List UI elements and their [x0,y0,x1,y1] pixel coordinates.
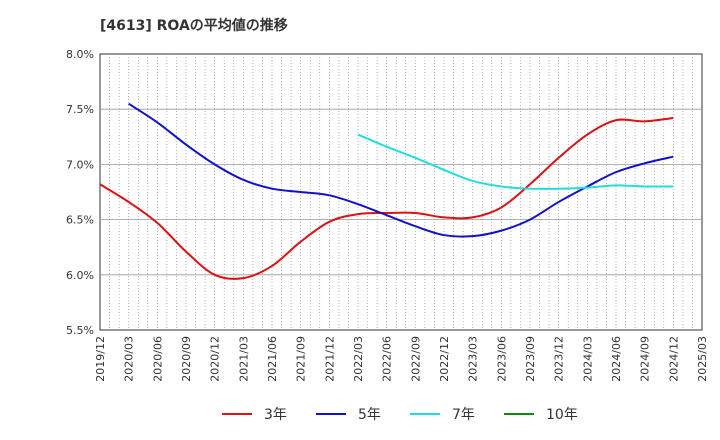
x-tick-label: 2021/03 [237,336,250,382]
y-tick-label: 6.5% [66,214,94,227]
x-tick-label: 2022/12 [438,336,451,382]
legend-label-3: 10年 [546,407,578,423]
y-tick-label: 7.5% [66,103,94,116]
x-tick-label: 2021/06 [266,336,279,382]
x-tick-label: 2025/03 [696,336,709,382]
y-tick-label: 8.0% [66,48,94,61]
legend-label-2: 7年 [452,407,475,423]
x-tick-label: 2023/03 [467,336,480,382]
x-tick-label: 2023/06 [495,336,508,382]
legend: 3年 5年 7年 10年 [222,407,578,423]
y-axis-ticks: 5.5% 6.0% 6.5% 7.0% 7.5% 8.0% [66,48,94,337]
x-tick-label: 2020/06 [151,336,164,382]
x-tick-label: 2024/03 [581,336,594,382]
x-tick-label: 2024/09 [639,336,652,382]
y-tick-label: 5.5% [66,324,94,337]
x-tick-label: 2023/12 [553,336,566,382]
series-line-2 [357,133,674,190]
x-tick-label: 2020/03 [123,336,136,382]
plot-area [99,53,703,331]
x-tick-label: 2022/09 [409,336,422,382]
x-axis-ticks: 2019/12 2020/03 2020/06 2020/09 2020/12 2021/… [94,336,709,382]
y-tick-label: 7.0% [66,158,94,171]
x-tick-label: 2021/09 [295,336,308,382]
series-line-0 [99,117,674,280]
x-tick-label: 2020/09 [180,336,193,382]
legend-label-1: 5年 [358,407,381,423]
x-tick-label: 2020/12 [209,336,222,382]
x-tick-label: 2024/12 [667,336,680,382]
x-tick-label: 2021/12 [323,336,336,382]
x-tick-label: 2024/06 [610,336,623,382]
x-tick-label: 2022/03 [352,336,365,382]
x-tick-label: 2019/12 [94,336,107,382]
chart-title: [4613] ROAの平均値の推移 [100,17,288,34]
series-lines [99,102,674,280]
x-tick-label: 2022/06 [381,336,394,382]
x-tick-label: 2023/09 [524,336,537,382]
legend-label-0: 3年 [264,407,287,423]
y-tick-label: 6.0% [66,269,94,282]
